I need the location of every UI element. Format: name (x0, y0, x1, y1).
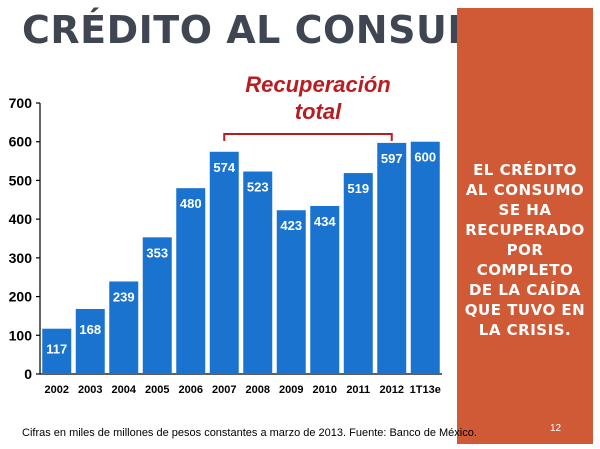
bar-value-label: 117 (46, 342, 67, 357)
y-tick-label: 600 (9, 134, 33, 150)
x-tick-label: 2003 (78, 384, 102, 396)
side-panel-line: POR (506, 241, 544, 259)
x-tick-label: 2009 (279, 384, 303, 396)
bar-value-label: 168 (79, 322, 101, 337)
x-tick-label: 2005 (145, 384, 169, 396)
page-number: 12 (550, 423, 562, 434)
x-tick-label: 1T13e (410, 384, 441, 396)
bar (276, 210, 306, 374)
annotation-label: total (295, 99, 342, 124)
annotation-bracket (223, 133, 393, 141)
bar (75, 308, 105, 374)
x-tick-label: 2012 (380, 384, 404, 396)
bar-value-label: 480 (180, 196, 202, 211)
bar (42, 328, 72, 374)
bar-value-label: 519 (347, 181, 369, 196)
bar (209, 151, 239, 374)
x-tick-label: 2008 (246, 384, 270, 396)
bar (310, 205, 340, 374)
y-tick-label: 500 (9, 172, 33, 188)
footnote: Cifras en miles de millones de pesos con… (22, 427, 477, 439)
x-tick-label: 2007 (212, 384, 236, 396)
y-tick-label: 700 (9, 95, 33, 111)
bar-value-label: 353 (146, 245, 168, 260)
bar (243, 171, 273, 374)
side-panel: EL CRÉDITO AL CONSUMO SE HA RECUPERADO POR CO… (457, 8, 593, 444)
bar (377, 142, 407, 374)
bar-value-label: 434 (314, 214, 336, 229)
bar-value-label: 523 (247, 180, 269, 195)
x-tick-label: 2002 (45, 384, 69, 396)
y-tick-label: 300 (9, 250, 33, 266)
y-tick-label: 400 (9, 211, 33, 227)
bar-value-label: 600 (414, 150, 436, 165)
side-panel-line: LA CRISIS. (478, 321, 572, 339)
bar-value-label: 574 (213, 160, 235, 175)
y-tick-label: 200 (9, 289, 33, 305)
bar (343, 173, 373, 374)
side-panel-text: EL CRÉDITO AL CONSUMO SE HA RECUPERADO POR CO… (457, 160, 593, 340)
y-tick-label: 100 (9, 327, 33, 343)
side-panel-line: DE LA CAÍDA (468, 281, 582, 299)
bar (142, 237, 172, 374)
x-tick-label: 2010 (313, 384, 337, 396)
bar-value-label: 423 (280, 218, 302, 233)
bar-value-label: 239 (113, 289, 135, 304)
bar (109, 281, 139, 374)
side-panel-line: EL CRÉDITO (473, 161, 577, 179)
x-tick-label: 2011 (346, 384, 370, 396)
side-panel-line: RECUPERADO (465, 221, 585, 239)
side-panel-line: AL CONSUMO (465, 181, 585, 199)
bar (410, 141, 440, 374)
side-panel-line: COMPLETO (476, 261, 574, 279)
side-panel-line: SE HA (498, 201, 552, 219)
page-title: CRÉDITO AL CONSUMO (22, 8, 519, 52)
bar-chart: 0 100 200 300 400 500 600 700 117 2002 168 2003 239 2… (9, 72, 442, 396)
x-tick-label: 2006 (179, 384, 203, 396)
bar-value-label: 597 (381, 151, 403, 166)
y-tick-label: 0 (24, 366, 32, 382)
annotation-label: Recuperación (245, 72, 391, 97)
bar (176, 188, 206, 374)
side-panel-line: QUE TUVO EN (464, 301, 586, 319)
x-tick-label: 2004 (112, 384, 137, 396)
